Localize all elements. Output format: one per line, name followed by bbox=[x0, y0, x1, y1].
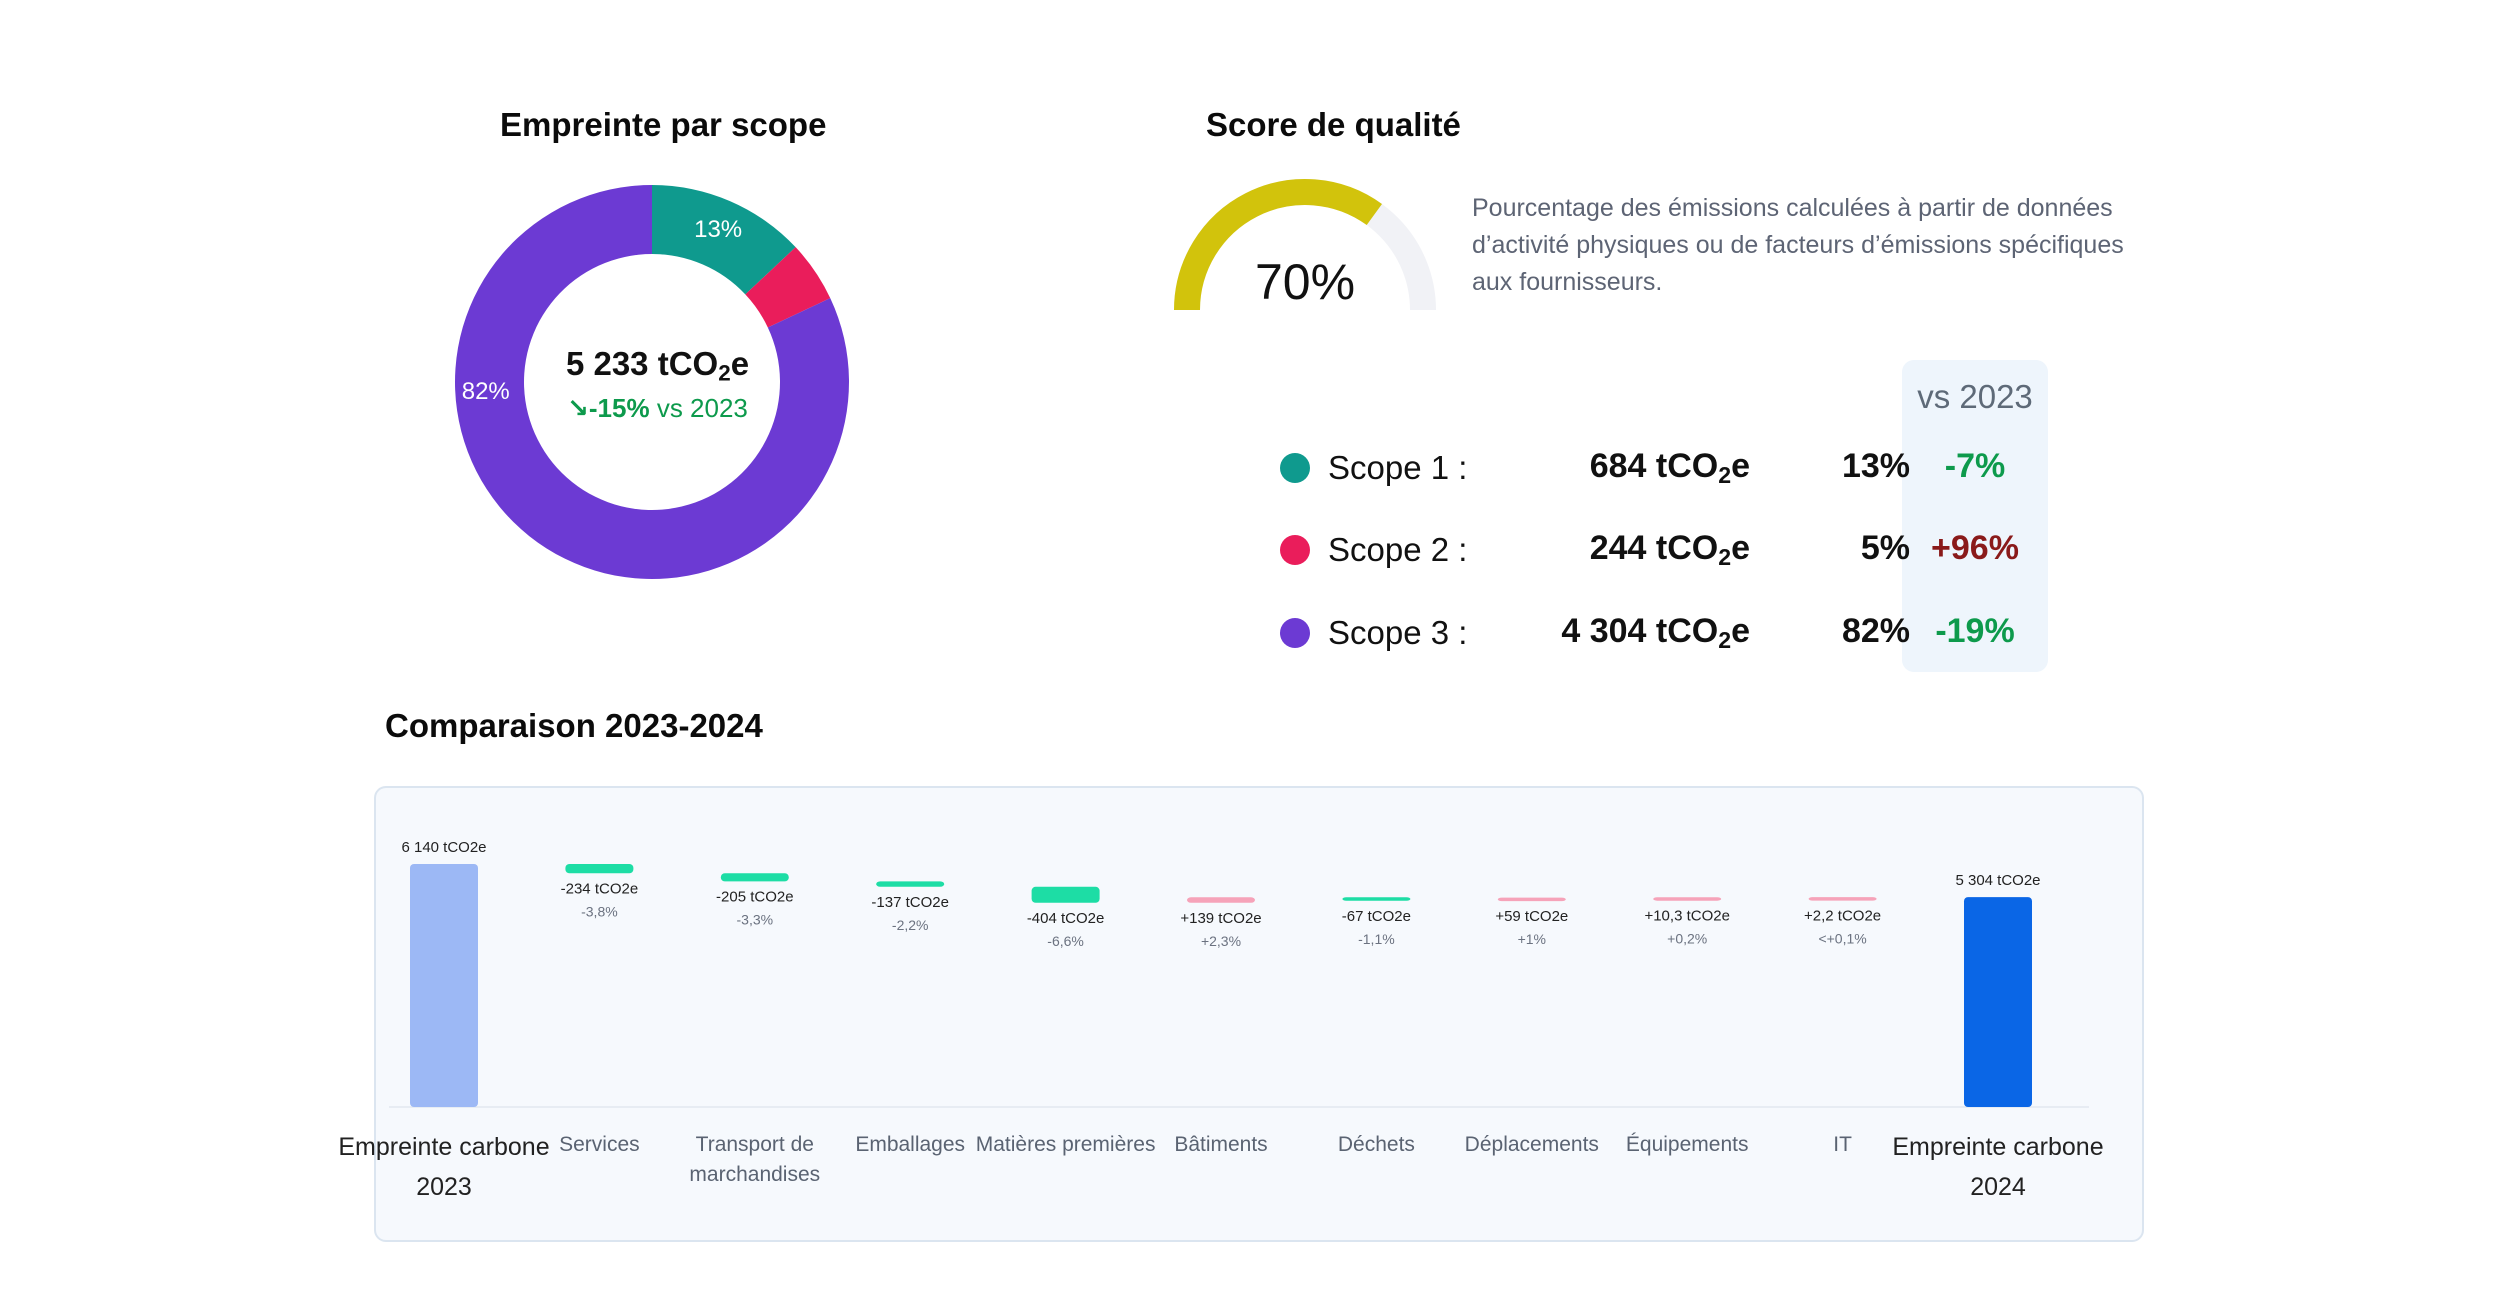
scope-vs-2023: +96% bbox=[1931, 529, 2019, 567]
category-label-line: marchandises bbox=[689, 1163, 821, 1186]
quality-gauge bbox=[1174, 179, 1436, 311]
category-label: Empreinte carbone 2024 bbox=[1878, 1127, 2118, 1207]
donut-slice-3[interactable] bbox=[454, 185, 849, 579]
bar-value-label: -404 tCO2e bbox=[1027, 910, 1105, 927]
bar-percent-label: -3,3% bbox=[737, 911, 774, 927]
comparison-title: Comparaison 2023-2024 bbox=[385, 707, 763, 744]
scope-value: 4 304 tCO2e bbox=[1561, 612, 1750, 653]
category-label-line: 2023 bbox=[416, 1173, 472, 1201]
donut-center: 5 233 tCO2e ↘-15% vs 2023 bbox=[520, 345, 795, 424]
scope-value: 244 tCO2e bbox=[1589, 529, 1750, 570]
bar-value-label: -205 tCO2e bbox=[716, 888, 794, 905]
bar-percent-label: -2,2% bbox=[892, 917, 929, 933]
comparison-panel bbox=[374, 786, 2144, 1242]
category-label: Déchets bbox=[1271, 1130, 1481, 1160]
bar-percent-label: -6,6% bbox=[1047, 933, 1084, 949]
gauge-value: 70% bbox=[1254, 254, 1356, 310]
scope-dot bbox=[1280, 453, 1310, 483]
waterfall-bar[interactable] bbox=[1964, 897, 2032, 1107]
waterfall-bar[interactable] bbox=[565, 864, 634, 874]
waterfall-bar[interactable] bbox=[1187, 897, 1255, 903]
quality-title: Score de qualité bbox=[1206, 106, 1461, 143]
waterfall-bar[interactable] bbox=[1808, 897, 1877, 901]
scope-row: Scope 3 : 4 304 tCO2e 82% -19% bbox=[1280, 608, 2060, 658]
donut-slice-label: 13% bbox=[694, 216, 742, 243]
bar-value-label: +59 tCO2e bbox=[1495, 908, 1568, 925]
category-label-line: Empreinte carbone bbox=[338, 1133, 550, 1161]
bar-value-label: +10,3 tCO2e bbox=[1644, 908, 1729, 925]
category-label-line: IT bbox=[1833, 1133, 1852, 1156]
waterfall-bar[interactable] bbox=[720, 873, 789, 882]
quality-description: Pourcentage des émissions calculées à pa… bbox=[1472, 194, 2124, 296]
donut-chart: 13% 82% bbox=[454, 185, 849, 579]
donut-slice-label: 82% bbox=[462, 378, 510, 405]
category-label: Emballages bbox=[805, 1130, 1015, 1160]
waterfall-bar[interactable] bbox=[1497, 897, 1566, 902]
category-label-line: Équipements bbox=[1625, 1133, 1749, 1156]
category-label-line: Empreinte carbone bbox=[1892, 1133, 2104, 1161]
category-label: Transport de marchandises bbox=[650, 1130, 860, 1190]
category-label: Équipements bbox=[1582, 1130, 1792, 1160]
gauge-fill bbox=[1174, 179, 1382, 311]
waterfall-bar[interactable] bbox=[410, 864, 478, 1107]
donut-change: ↘-15% vs 2023 bbox=[567, 393, 748, 423]
bar-percent-label: +0,2% bbox=[1667, 931, 1707, 947]
waterfall-bar[interactable] bbox=[1342, 897, 1411, 901]
waterfall-bar[interactable] bbox=[1031, 886, 1100, 903]
scope-row: Scope 2 : 244 tCO2e 5% +96% bbox=[1280, 525, 2060, 575]
bar-percent-label: <+0,1% bbox=[1818, 931, 1866, 947]
category-label-line: Transport de bbox=[695, 1133, 814, 1156]
bar-value-label: -234 tCO2e bbox=[561, 880, 639, 897]
waterfall-bar[interactable] bbox=[1653, 897, 1722, 901]
scope-name: Scope 3 : bbox=[1328, 614, 1468, 651]
category-label: Services bbox=[494, 1130, 704, 1160]
bar-value-label: 6 140 tCO2e bbox=[401, 839, 486, 856]
bar-percent-label: +1% bbox=[1518, 931, 1546, 947]
vs-column-highlight bbox=[1902, 360, 2048, 672]
waterfall-bar[interactable] bbox=[876, 881, 945, 887]
scope-name: Scope 1 : bbox=[1328, 449, 1468, 486]
category-label-line: Bâtiments bbox=[1174, 1133, 1268, 1156]
scope-row: Scope 1 : 684 tCO2e 13% -7% bbox=[1280, 443, 2060, 493]
category-label: Matières premières bbox=[961, 1130, 1171, 1160]
category-label-line: Emballages bbox=[855, 1133, 966, 1156]
bar-value-label: 5 304 tCO2e bbox=[1955, 872, 2040, 889]
category-label-line: Déchets bbox=[1337, 1133, 1415, 1156]
donut-slice-2[interactable] bbox=[745, 247, 831, 328]
bar-value-label: +2,2 tCO2e bbox=[1804, 908, 1881, 925]
scope-value: 684 tCO2e bbox=[1589, 447, 1750, 488]
bar-percent-label: -3,8% bbox=[581, 903, 618, 919]
bar-percent-label: +2,3% bbox=[1201, 933, 1241, 949]
donut-total: 5 233 tCO2e bbox=[565, 345, 750, 386]
category-label: Empreinte carbone 2023 bbox=[324, 1127, 564, 1207]
donut-slice-1[interactable] bbox=[652, 185, 796, 295]
scope-vs-2023: -19% bbox=[1935, 612, 2015, 650]
scope-dot bbox=[1280, 618, 1310, 648]
donut-title: Empreinte par scope bbox=[500, 106, 827, 143]
bar-value-label: -67 tCO2e bbox=[1342, 908, 1411, 925]
bar-percent-label: -1,1% bbox=[1358, 931, 1395, 947]
bar-value-label: -137 tCO2e bbox=[871, 894, 949, 911]
category-label-line: 2024 bbox=[1970, 1173, 2026, 1201]
category-label-line: Déplacements bbox=[1464, 1133, 1599, 1156]
scope-percent: 82% bbox=[1841, 612, 1910, 650]
category-label-line: Matières premières bbox=[975, 1133, 1156, 1156]
waterfall-chart: 6 140 tCO2e -234 tCO2e -3,8% -205 tCO2e -3,3… bbox=[389, 839, 2089, 1108]
scope-percent: 5% bbox=[1860, 529, 1910, 567]
trend-down-icon: ↘ bbox=[567, 393, 589, 423]
scope-percent: 13% bbox=[1841, 447, 1910, 485]
category-label: IT bbox=[1738, 1130, 1948, 1160]
bar-value-label: +139 tCO2e bbox=[1180, 910, 1261, 927]
scope-name: Scope 2 : bbox=[1328, 531, 1468, 568]
category-label: Bâtiments bbox=[1116, 1130, 1326, 1160]
category-label-line: Services bbox=[559, 1133, 640, 1156]
category-label: Déplacements bbox=[1427, 1130, 1637, 1160]
vs-header: vs 2023 bbox=[1917, 378, 2033, 415]
scope-dot bbox=[1280, 535, 1310, 565]
scope-vs-2023: -7% bbox=[1944, 447, 2006, 485]
